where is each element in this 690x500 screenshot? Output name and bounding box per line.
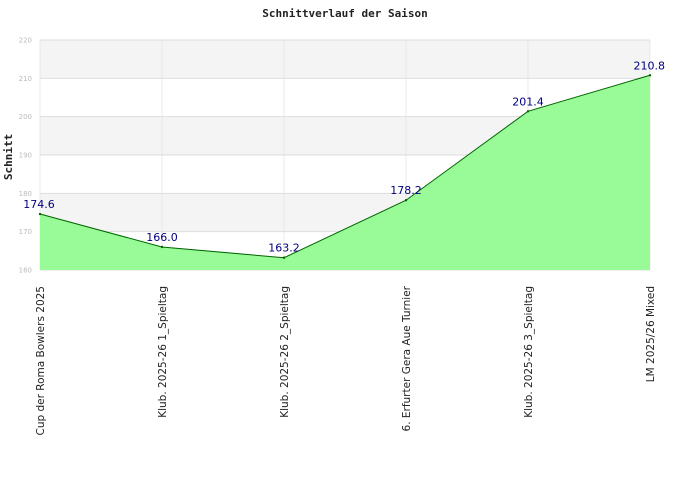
- y-tick-label: 190: [19, 152, 32, 160]
- data-point: [648, 74, 652, 77]
- data-label: 163.2: [268, 242, 300, 255]
- y-tick-label: 200: [19, 113, 32, 121]
- data-point: [160, 245, 164, 249]
- data-label: 166.0: [146, 231, 178, 244]
- series-line: [39, 74, 651, 259]
- y-tick-label: 160: [19, 267, 32, 275]
- grid-band: [40, 40, 650, 79]
- data-point: [282, 256, 286, 259]
- data-point: [526, 110, 530, 113]
- data-point: [404, 199, 408, 202]
- data-label: 201.4: [512, 95, 544, 108]
- y-axis-label: Schnitt: [2, 134, 15, 180]
- x-tick-label: Klub. 2025-26 1_Spieltag: [157, 286, 169, 418]
- series-area: [40, 75, 650, 271]
- data-point: [38, 212, 42, 216]
- y-tick-label: 210: [19, 75, 32, 83]
- plot-area: 160 170 180 190 200 210 220 174.6 166.0 163.2 178.…: [19, 37, 665, 436]
- x-tick-label: Cup der Roma Bowlers 2025: [35, 286, 47, 435]
- data-label: 210.8: [634, 59, 666, 72]
- x-tick-label: LM 2025/26 Mixed: [645, 286, 657, 382]
- data-label: 174.6: [23, 198, 55, 211]
- y-tick-label: 180: [19, 190, 32, 198]
- data-label: 178.2: [390, 184, 422, 197]
- chart-title: Schnittverlauf der Saison: [262, 7, 428, 20]
- y-tick-label: 170: [19, 228, 32, 236]
- x-tick-label: 6. Erfurter Gera Aue Turnier: [401, 285, 413, 431]
- y-tick-label: 220: [19, 37, 32, 45]
- x-tick-label: Klub. 2025-26 2_Spieltag: [279, 286, 291, 418]
- x-tick-label: Klub. 2025-26 3_Spieltag: [523, 286, 535, 418]
